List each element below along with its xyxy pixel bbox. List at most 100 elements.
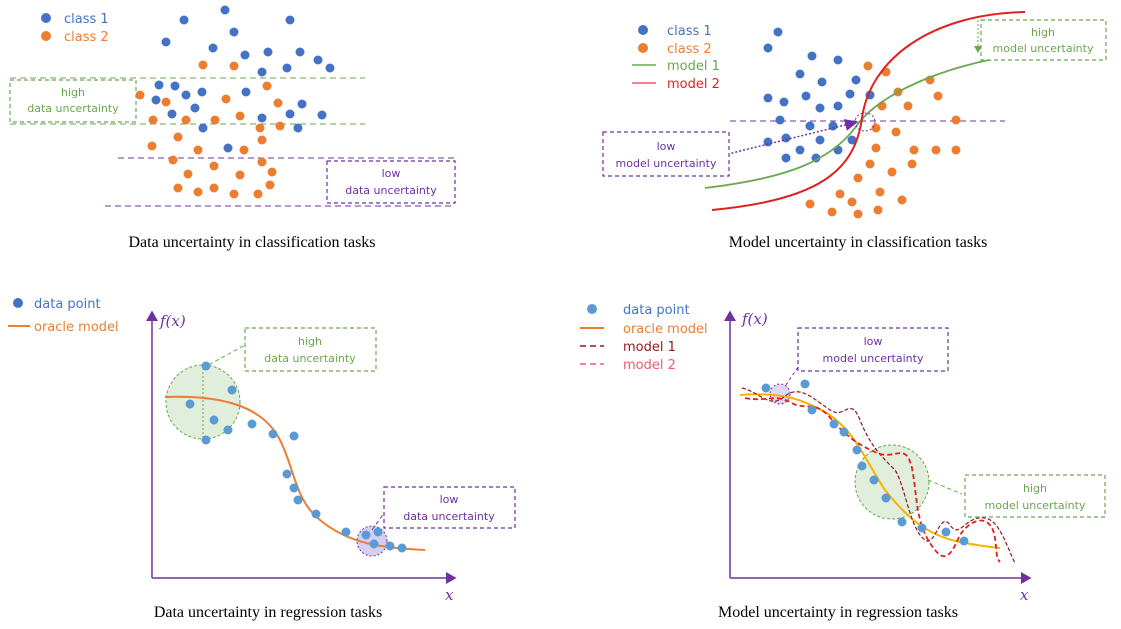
class-point bbox=[903, 101, 913, 111]
class-point bbox=[847, 197, 857, 207]
low-data-uncertainty-box bbox=[326, 160, 456, 204]
class-point bbox=[897, 195, 907, 205]
class-point bbox=[267, 167, 277, 177]
legend-class2-marker bbox=[41, 31, 51, 41]
high-model-uncertainty-box bbox=[980, 19, 1107, 61]
class-point bbox=[828, 121, 838, 131]
data-point bbox=[397, 543, 407, 553]
low-model-uncertainty-box bbox=[602, 131, 730, 177]
low-uncertainty-region bbox=[769, 383, 791, 405]
class-point bbox=[951, 145, 961, 155]
class-point bbox=[891, 127, 901, 137]
class-point bbox=[257, 113, 267, 123]
class-point bbox=[325, 63, 335, 73]
legend-model1-label: model 1 bbox=[623, 340, 676, 355]
class-point bbox=[173, 132, 183, 142]
class-point bbox=[198, 60, 208, 70]
class-point bbox=[795, 145, 805, 155]
class-point bbox=[193, 145, 203, 155]
class-point bbox=[208, 43, 218, 53]
data-point bbox=[341, 527, 351, 537]
class-point bbox=[951, 115, 961, 125]
data-point bbox=[839, 427, 849, 437]
low-box-line2: data uncertainty bbox=[403, 510, 495, 523]
class-point bbox=[851, 75, 861, 85]
class-point bbox=[871, 123, 881, 133]
data-point bbox=[869, 475, 879, 485]
low-callout-pointer bbox=[785, 363, 801, 386]
high-model-uncertainty-box bbox=[964, 474, 1106, 518]
class-point bbox=[933, 91, 943, 101]
legend-oracle-label: oracle model bbox=[34, 320, 119, 335]
data-point bbox=[289, 483, 299, 493]
class-point bbox=[239, 145, 249, 155]
class-point bbox=[183, 169, 193, 179]
class-point bbox=[229, 189, 239, 199]
high-box-line2: data uncertainty bbox=[264, 352, 356, 365]
class-point bbox=[161, 37, 171, 47]
class-point bbox=[193, 187, 203, 197]
class-point bbox=[293, 123, 303, 133]
data-point bbox=[959, 536, 969, 546]
class-point bbox=[295, 47, 305, 57]
caption: Model uncertainty in classification task… bbox=[729, 234, 988, 251]
data-point bbox=[185, 399, 195, 409]
class-point bbox=[181, 115, 191, 125]
data-point bbox=[293, 495, 303, 505]
low-box-line1: low bbox=[864, 335, 883, 348]
data-point bbox=[385, 541, 395, 551]
data-point bbox=[247, 419, 257, 429]
high-callout-pointer bbox=[927, 479, 963, 495]
class-point bbox=[161, 97, 171, 107]
class-point bbox=[863, 61, 873, 71]
data-point bbox=[361, 530, 371, 540]
data-point bbox=[881, 493, 891, 503]
panel1-scatter-points bbox=[135, 5, 335, 199]
caption: Data uncertainty in classification tasks bbox=[128, 234, 375, 251]
class-point bbox=[257, 157, 267, 167]
legend-class2-marker bbox=[638, 43, 648, 53]
class-point bbox=[795, 69, 805, 79]
legend-class2-label: class 2 bbox=[64, 30, 109, 45]
legend-class1-label: class 1 bbox=[667, 24, 712, 39]
class-point bbox=[807, 51, 817, 61]
data-point bbox=[201, 435, 211, 445]
class-point bbox=[805, 121, 815, 131]
high-box-line1: high bbox=[298, 335, 322, 348]
class-point bbox=[275, 121, 285, 131]
panel4-data-points bbox=[761, 379, 969, 546]
class-point bbox=[198, 123, 208, 133]
class-point bbox=[240, 50, 250, 60]
class-point bbox=[181, 90, 191, 100]
y-axis-label: f(x) bbox=[159, 312, 186, 330]
panel2-scatter-points bbox=[763, 27, 961, 219]
class-point bbox=[875, 187, 885, 197]
class-point bbox=[909, 145, 919, 155]
data-point bbox=[268, 429, 278, 439]
class-point bbox=[871, 143, 881, 153]
class-point bbox=[253, 189, 263, 199]
class-point bbox=[229, 27, 239, 37]
x-axis-label: x bbox=[1020, 586, 1029, 604]
class-point bbox=[223, 143, 233, 153]
legend-model2-label: model 2 bbox=[623, 358, 676, 373]
class-point bbox=[835, 189, 845, 199]
caption: Data uncertainty in regression tasks bbox=[154, 604, 382, 621]
legend-class1-marker bbox=[638, 25, 648, 35]
class-point bbox=[221, 94, 231, 104]
class-point bbox=[763, 43, 773, 53]
oracle-model-curve bbox=[164, 395, 426, 551]
class-point bbox=[773, 27, 783, 37]
panel-model-uncertainty-classification: class 1 class 2 model 1 model 2 high mod… bbox=[602, 11, 1107, 251]
data-point bbox=[209, 415, 219, 425]
model2-boundary-curve bbox=[711, 11, 1026, 211]
class-point bbox=[853, 209, 863, 219]
legend-class1-label: class 1 bbox=[64, 12, 109, 27]
class-point bbox=[815, 135, 825, 145]
class-point bbox=[763, 93, 773, 103]
data-point bbox=[800, 379, 810, 389]
class-point bbox=[815, 103, 825, 113]
legend-class1-marker bbox=[41, 13, 51, 23]
class-point bbox=[853, 173, 863, 183]
